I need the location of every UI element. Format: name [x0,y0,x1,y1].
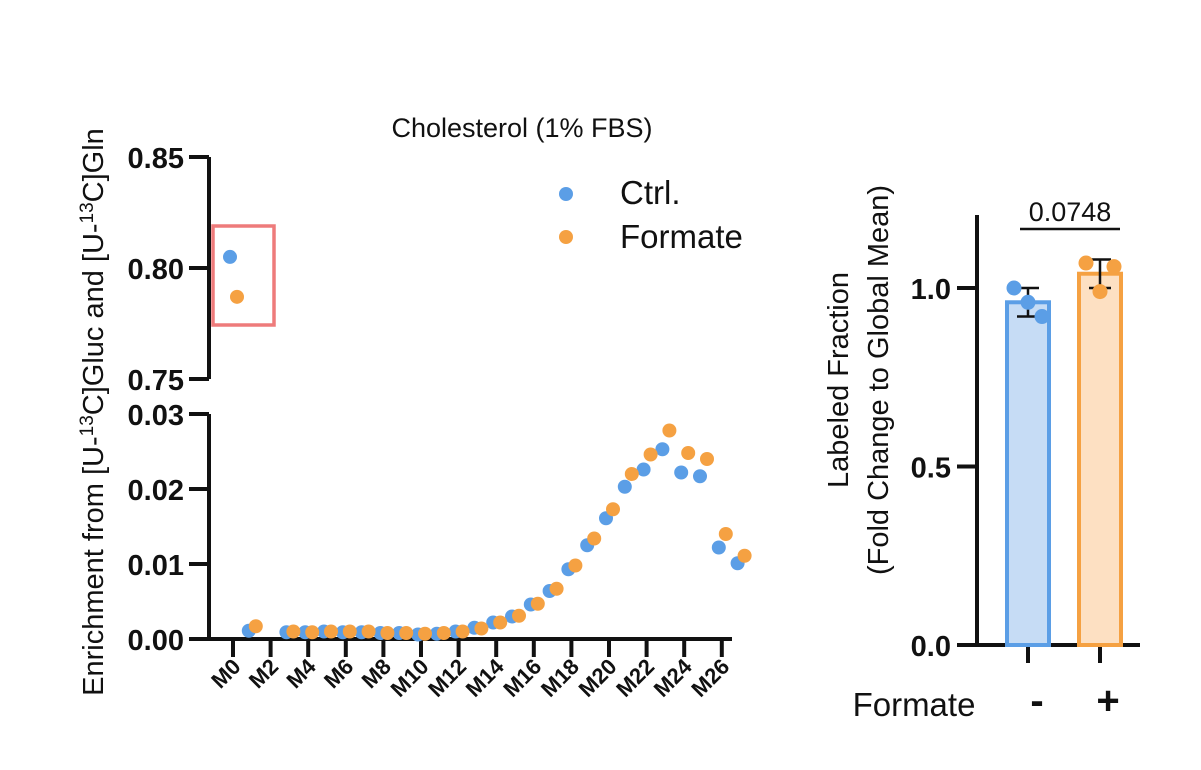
point-formate-M18 [568,558,583,573]
left-chart-title: Cholesterol (1% FBS) [391,113,652,143]
upper-y-tick-2: 0.85 [128,143,184,175]
x-tick-label-M16: M16 [498,654,546,702]
bar-formate-minus [1005,300,1051,647]
legend-ctrl-marker [559,187,573,201]
point-formate-M0 [230,289,244,304]
lower-y-tick-1: 0.01 [128,550,184,582]
right-y-tick-label-1: 0.5 [911,453,951,485]
point-ctrl-M23 [655,442,670,457]
upper-y-axis: 0.75 0.80 0.85 [128,143,211,397]
x-tick-label-M10: M10 [386,654,434,702]
right-y-tick-label-2: 1.0 [911,274,951,306]
replicate-point-plus-2 [1106,259,1122,275]
replicate-point-minus-1 [1020,294,1036,310]
right-xtick-plus: + [1096,679,1119,723]
ylabel-part-3: C]Gln [78,128,110,202]
ylabel-part-1: Enrichment from [U- [78,436,110,695]
point-formate-M26 [718,527,733,541]
x-tick-label-M12: M12 [423,654,471,702]
bar-formate-plus [1077,271,1123,647]
point-ctrl-M22 [636,462,651,477]
point-ctrl-M26 [711,540,726,555]
right-xlabel: Formate [853,686,976,723]
ylabel-part-2: C]Gluc and [U- [78,223,110,415]
replicate-point-plus-0 [1078,255,1094,271]
legend: Ctrl. Formate [559,174,743,255]
point-formate-M13 [474,621,489,636]
right-chart-ylabel-line2: (Fold Change to Global Mean) [863,185,895,575]
legend-formate-label: Formate [620,218,743,255]
x-tick-label-M0: M0 [206,654,245,693]
upper-y-tick-1: 0.80 [128,254,184,286]
upper-y-tick-0: 0.75 [128,365,184,397]
point-formate-M14 [493,615,508,630]
point-formate-M11 [436,626,451,640]
point-formate-M17 [549,581,564,596]
x-tick-label-M18: M18 [536,654,584,702]
lower-y-tick-2: 0.02 [128,475,184,507]
ylabel-sup-1: 13 [77,415,98,436]
point-formate-M23 [662,423,677,438]
x-tick-label-M4: M4 [281,653,321,693]
m0-highlight-box [211,224,276,327]
right-y-tick-label-0: 0.0 [911,631,951,663]
point-formate-M27 [737,548,752,563]
x-tick-label-M6: M6 [319,654,358,693]
point-formate-M3 [286,624,301,639]
point-formate-M16 [530,596,545,611]
point-formate-M20 [606,502,620,517]
x-tick-label-M26: M26 [686,654,734,702]
x-tick-label-M24: M24 [649,653,697,701]
lower-y-axis: 0.00 0.01 0.02 0.03 [128,400,211,657]
point-formate-M19 [587,531,602,546]
point-formate-M9 [399,626,414,640]
x-tick-label-M14: M14 [461,653,509,701]
point-formate-M4 [305,625,320,640]
point-ctrl-M25 [693,469,707,484]
replicate-point-plus-1 [1092,284,1108,300]
right-y-ticks: 0.0 0.5 1.0 [911,274,977,663]
right-bars [1005,255,1123,663]
replicate-point-minus-2 [1034,309,1050,325]
replicate-point-minus-0 [1006,280,1022,296]
lower-y-tick-3: 0.03 [128,400,184,432]
p-value-label: 0.0748 [1029,197,1112,227]
point-formate-M15 [512,608,526,623]
point-formate-M6 [342,624,357,639]
x-tick-label-M20: M20 [574,654,622,702]
left-scatter-points [223,249,752,642]
point-formate-M25 [700,452,714,466]
legend-formate-marker [559,230,573,244]
point-formate-M7 [361,624,376,639]
point-ctrl-M21 [617,479,632,494]
point-ctrl-M24 [674,465,689,480]
x-tick-label-M22: M22 [611,654,659,702]
point-ctrl-M0 [223,249,237,264]
lower-y-tick-0: 0.00 [128,625,184,657]
legend-ctrl-label: Ctrl. [620,174,681,211]
x-tick-label-M2: M2 [244,654,283,693]
point-formate-M8 [380,626,395,640]
left-chart-ylabel: Enrichment from [U-13C]Gluc and [U-13C]G… [77,128,111,696]
right-chart-ylabel-line1: Labeled Fraction [823,272,855,488]
point-formate-M12 [455,624,470,639]
ylabel-sup-2: 13 [77,202,98,223]
point-formate-M1 [248,619,263,634]
point-formate-M5 [324,624,338,639]
right-xtick-minus: - [1030,679,1043,723]
point-formate-M10 [418,626,432,641]
point-formate-M22 [643,447,658,462]
point-formate-M24 [681,446,696,460]
point-formate-M21 [624,467,639,481]
